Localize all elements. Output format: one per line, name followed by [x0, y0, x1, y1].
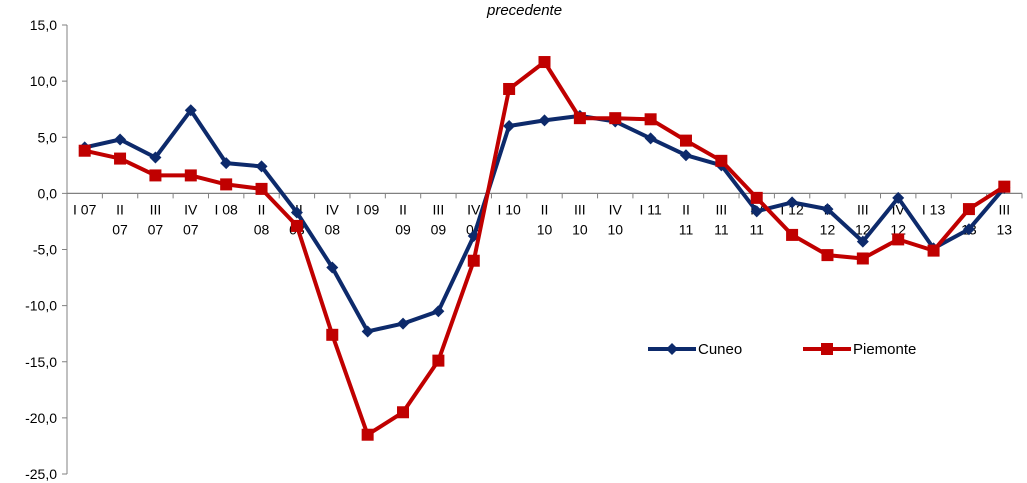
data-point-piemonte	[78, 144, 91, 157]
data-point-piemonte	[927, 244, 940, 257]
y-tick-label: -5,0	[33, 242, 57, 258]
y-tick-label: 10,0	[30, 73, 57, 89]
data-point-piemonte	[998, 180, 1011, 193]
data-point-piemonte	[715, 154, 728, 167]
data-point-piemonte	[432, 354, 445, 367]
data-point-cuneo	[255, 160, 268, 173]
x-tick-label: IV 07	[183, 201, 199, 237]
data-point-piemonte	[503, 82, 516, 95]
x-tick-label: IV 10	[607, 201, 623, 237]
data-point-cuneo	[432, 305, 445, 318]
y-tick-label: -10,0	[25, 298, 57, 314]
legend-marker-piemonte	[821, 343, 833, 355]
data-point-piemonte	[750, 191, 763, 204]
x-tick-label: III 10	[572, 201, 588, 237]
x-tick-label: III 12	[855, 201, 871, 237]
legend: Cuneo Piemonte	[648, 341, 916, 358]
data-point-piemonte	[679, 134, 692, 147]
data-point-cuneo	[962, 223, 975, 236]
data-point-piemonte	[856, 252, 869, 265]
legend-marker-cuneo	[666, 343, 678, 355]
y-tick-label: 15,0	[30, 17, 57, 33]
data-point-piemonte	[644, 113, 657, 126]
x-tick-label: II 08	[254, 201, 270, 237]
data-point-cuneo	[220, 157, 233, 170]
x-tick-label: III 11	[714, 201, 729, 237]
x-tick-label: I 10	[497, 201, 521, 217]
y-tick-label: -25,0	[25, 466, 57, 482]
data-point-cuneo	[892, 191, 905, 204]
data-point-piemonte	[326, 328, 339, 341]
data-point-piemonte	[255, 182, 268, 195]
x-tick-label: II 10	[537, 201, 553, 237]
x-tick-label: III 13	[997, 201, 1013, 237]
data-point-cuneo	[114, 133, 127, 146]
data-point-piemonte	[892, 233, 905, 246]
x-tick-label: I 09	[356, 201, 380, 217]
data-point-cuneo	[503, 120, 516, 133]
data-point-piemonte	[467, 254, 480, 267]
data-point-piemonte	[821, 249, 834, 262]
data-point-piemonte	[573, 112, 586, 125]
data-point-cuneo	[821, 203, 834, 216]
y-tick-label: 0,0	[38, 185, 58, 201]
legend-label-cuneo: Cuneo	[698, 341, 742, 358]
data-point-piemonte	[184, 169, 197, 182]
x-tick-label: II 11	[679, 201, 694, 237]
data-point-cuneo	[326, 261, 339, 274]
data-point-cuneo	[538, 114, 551, 127]
x-tick-label: II 09	[395, 201, 411, 237]
data-point-piemonte	[149, 169, 162, 182]
x-tick-label: I 11	[639, 201, 662, 217]
data-point-cuneo	[290, 206, 303, 219]
data-point-cuneo	[149, 151, 162, 164]
data-point-cuneo	[786, 196, 799, 209]
data-point-piemonte	[361, 428, 374, 441]
series-lines	[78, 56, 1011, 441]
y-tick-label: 5,0	[38, 129, 58, 145]
data-point-piemonte	[114, 152, 127, 165]
data-point-cuneo	[856, 235, 869, 248]
data-point-cuneo	[397, 317, 410, 330]
data-point-cuneo	[361, 325, 374, 338]
x-tick-label: III 09	[431, 201, 447, 237]
x-tick-label: IV 08	[324, 201, 340, 237]
y-tick-label: -15,0	[25, 354, 57, 370]
data-point-piemonte	[290, 219, 303, 232]
data-point-piemonte	[609, 112, 622, 125]
x-tick-label: III 07	[148, 201, 164, 237]
y-axis-ticks: 15,0 10,0 5,0 0,0 -5,0 -10,0 -15,0 -20,0 -25,0	[25, 17, 67, 482]
data-point-cuneo	[679, 149, 692, 162]
data-point-piemonte	[786, 228, 799, 241]
data-point-cuneo	[750, 205, 763, 218]
y-tick-label: -20,0	[25, 410, 57, 426]
x-tick-label: I 13	[922, 201, 946, 217]
data-point-cuneo	[644, 132, 657, 145]
legend-label-piemonte: Piemonte	[853, 341, 916, 358]
data-point-piemonte	[220, 178, 233, 191]
data-point-cuneo	[184, 104, 197, 117]
x-tick-label: I 08	[214, 201, 238, 217]
x-tick-label: II 07	[112, 201, 128, 237]
chart-title: precedente	[487, 2, 563, 19]
data-point-piemonte	[397, 406, 410, 419]
data-point-piemonte	[962, 203, 975, 216]
data-point-piemonte	[538, 56, 551, 69]
x-tick-label: I 07	[73, 201, 97, 217]
